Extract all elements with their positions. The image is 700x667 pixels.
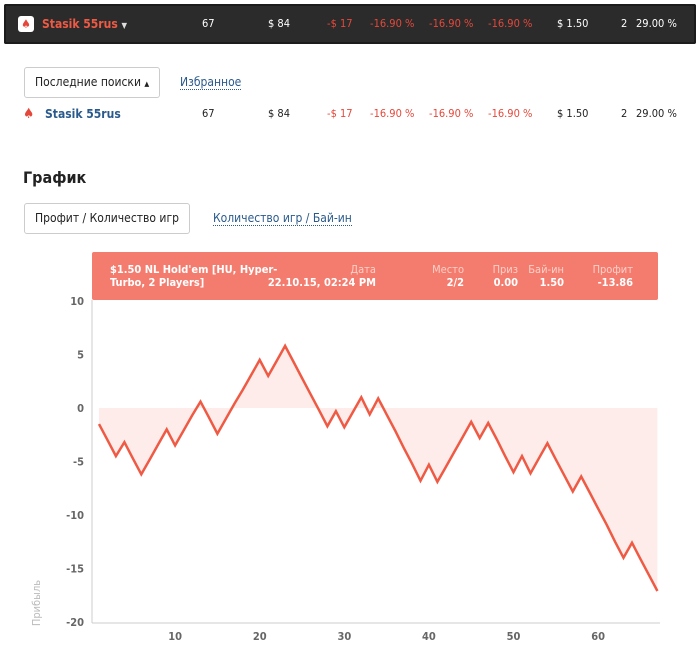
y-tick-label: 0 (77, 402, 84, 415)
tooltip-date-label: Дата (350, 263, 376, 276)
pokerstars-spade-icon: ♠ (23, 106, 35, 122)
y-tick-label: 10 (70, 295, 84, 308)
x-tick-label: 60 (591, 630, 605, 643)
result-row[interactable]: ♠ Stasik 55rus 67 $ 84 -$ 17 -16.90 % -1… (0, 104, 700, 124)
games: 67 (202, 107, 215, 120)
favorites-link[interactable]: Избранное (180, 75, 242, 90)
roi-1: -16.90 % (370, 107, 415, 120)
tooltip-profit: -13.86 (597, 276, 633, 289)
player-name: Stasik 55rus (42, 17, 118, 31)
player-link[interactable]: Stasik 55rus (45, 107, 121, 121)
graph-title: График (23, 168, 87, 187)
itm: 29.00 % (636, 17, 677, 30)
tooltip-prize-label: Приз (492, 263, 518, 276)
avg-buyin: $ 1.50 (557, 107, 589, 120)
tooltip-buyin-label: Бай-ин (528, 263, 564, 276)
count: 2 (621, 17, 628, 30)
tab-profit-games[interactable]: Профит / Количество игр (24, 203, 190, 234)
tab-games-buyin[interactable]: Количество игр / Бай-ин (213, 211, 352, 226)
y-tick-label: -5 (73, 456, 84, 469)
tooltip-place-label: Место (432, 263, 464, 276)
x-tick-label: 40 (422, 630, 436, 643)
profit-line (97, 343, 659, 592)
profit: -$ 17 (327, 17, 353, 30)
caret-up-icon: ▲ (144, 80, 150, 88)
tooltip-date: 22.10.15, 02:24 PM (267, 276, 376, 289)
recent-searches-button[interactable]: Последние поиски ▲ (24, 67, 161, 98)
roi-2: -16.90 % (429, 17, 474, 30)
roi-1: -16.90 % (370, 17, 415, 30)
pokerstars-logo-icon: ♠ (18, 16, 34, 32)
roi-2: -16.90 % (429, 107, 474, 120)
y-axis-label: Прибыль (30, 580, 43, 626)
player-dropdown[interactable]: Stasik 55rus ▼ (42, 14, 127, 36)
tooltip-prize: 0.00 (493, 276, 518, 289)
profit-area-fill (99, 345, 658, 591)
games: 67 (202, 17, 215, 30)
recent-searches-label: Последние поиски (35, 75, 141, 89)
roi-3: -16.90 % (488, 17, 533, 30)
y-tick-label: -10 (66, 509, 84, 522)
y-tick-label: 5 (77, 349, 84, 362)
tooltip-game-line2: Turbo, 2 Players] (110, 276, 205, 289)
tooltip-game-line1: $1.50 NL Hold'em [HU, Hyper- (110, 263, 278, 276)
tooltip-profit-label: Профит (592, 263, 633, 276)
tooltip-place: 2/2 (446, 276, 464, 289)
avg-buyin: $ 1.50 (557, 17, 589, 30)
y-tick-label: -20 (66, 616, 84, 629)
x-tick-label: 10 (168, 630, 182, 643)
profit: -$ 17 (327, 107, 353, 120)
x-tick-label: 30 (337, 630, 351, 643)
count: 2 (621, 107, 628, 120)
tooltip-buyin: 1.50 (539, 276, 564, 289)
buyin-total: $ 84 (268, 107, 291, 120)
top-player-bar: ♠ Stasik 55rus ▼ 67 $ 84 -$ 17 -16.90 % … (4, 4, 696, 44)
buyin-total: $ 84 (268, 17, 291, 30)
x-tick-label: 20 (253, 630, 267, 643)
y-tick-label: -15 (66, 563, 84, 576)
itm: 29.00 % (636, 107, 677, 120)
caret-down-icon: ▼ (121, 21, 128, 30)
roi-3: -16.90 % (488, 107, 533, 120)
game-tooltip: $1.50 NL Hold'em [HU, Hyper- Turbo, 2 Pl… (92, 252, 658, 300)
x-tick-label: 50 (507, 630, 521, 643)
